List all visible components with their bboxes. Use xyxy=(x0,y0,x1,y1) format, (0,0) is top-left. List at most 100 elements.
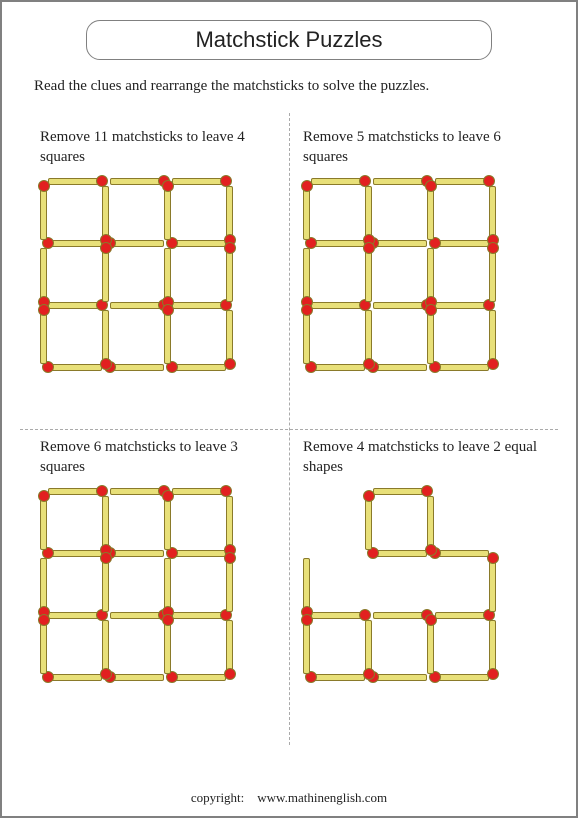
matchstick-icon xyxy=(369,610,431,621)
matchstick-icon xyxy=(106,300,168,311)
site-url: www.mathinenglish.com xyxy=(257,790,387,805)
matchstick-icon xyxy=(100,492,111,554)
puzzle-clue: Remove 6 matchsticks to leave 3 squares xyxy=(40,437,279,478)
matchstick-icon xyxy=(168,486,230,497)
worksheet-page: Matchstick Puzzles Read the clues and re… xyxy=(0,0,578,818)
matchstick-icon xyxy=(38,492,49,554)
matchstick-icon xyxy=(168,176,230,187)
matchstick-icon xyxy=(431,672,493,683)
matchstick-icon xyxy=(363,492,374,554)
matchstick-icon xyxy=(369,238,431,249)
matchstick-icon xyxy=(369,362,431,373)
matchstick-icon xyxy=(431,300,493,311)
matchstick-icon xyxy=(162,554,173,616)
matchstick-icon xyxy=(369,672,431,683)
matchstick-icon xyxy=(38,554,49,616)
matchstick-icon xyxy=(100,244,111,306)
puzzle-clue: Remove 11 matchsticks to leave 4 squares xyxy=(40,127,279,168)
matchstick-icon xyxy=(162,244,173,306)
matchstick-icon xyxy=(301,306,312,368)
matchstick-icon xyxy=(487,554,498,616)
matchstick-diagram xyxy=(303,488,513,698)
matchstick-icon xyxy=(100,306,111,368)
matchstick-icon xyxy=(431,362,493,373)
instructions-text: Read the clues and rearrange the matchst… xyxy=(34,78,552,95)
matchstick-icon xyxy=(224,182,235,244)
puzzle-cell-2: Remove 5 matchsticks to leave 6 squares xyxy=(289,119,552,429)
matchstick-icon xyxy=(168,548,230,559)
matchstick-icon xyxy=(431,548,493,559)
page-title: Matchstick Puzzles xyxy=(86,20,492,60)
matchstick-icon xyxy=(106,176,168,187)
matchstick-icon xyxy=(168,610,230,621)
matchstick-icon xyxy=(38,306,49,368)
matchstick-icon xyxy=(369,486,431,497)
matchstick-icon xyxy=(307,176,369,187)
matchstick-icon xyxy=(487,616,498,678)
matchstick-icon xyxy=(224,244,235,306)
matchstick-icon xyxy=(301,244,312,306)
matchstick-icon xyxy=(100,554,111,616)
matchstick-icon xyxy=(38,182,49,244)
matchstick-icon xyxy=(168,672,230,683)
matchstick-icon xyxy=(162,492,173,554)
matchstick-icon xyxy=(307,300,369,311)
matchstick-icon xyxy=(363,244,374,306)
matchstick-icon xyxy=(44,610,106,621)
puzzle-grid: Remove 11 matchsticks to leave 4 squares… xyxy=(26,119,552,739)
matchstick-icon xyxy=(38,244,49,306)
matchstick-icon xyxy=(106,672,168,683)
matchstick-icon xyxy=(168,238,230,249)
matchstick-icon xyxy=(487,306,498,368)
matchstick-diagram xyxy=(40,488,250,698)
matchstick-icon xyxy=(224,554,235,616)
matchstick-diagram xyxy=(40,178,250,388)
matchstick-icon xyxy=(100,616,111,678)
matchstick-icon xyxy=(162,182,173,244)
matchstick-icon xyxy=(106,486,168,497)
matchstick-icon xyxy=(224,306,235,368)
footer: copyright: www.mathinenglish.com xyxy=(2,790,576,806)
matchstick-icon xyxy=(425,306,436,368)
puzzle-clue: Remove 4 matchsticks to leave 2 equal sh… xyxy=(303,437,542,478)
puzzle-cell-3: Remove 6 matchsticks to leave 3 squares xyxy=(26,429,289,739)
matchstick-icon xyxy=(44,548,106,559)
matchstick-icon xyxy=(168,362,230,373)
matchstick-icon xyxy=(106,238,168,249)
matchstick-icon xyxy=(363,306,374,368)
matchstick-icon xyxy=(301,182,312,244)
matchstick-icon xyxy=(425,182,436,244)
matchstick-icon xyxy=(425,492,436,554)
matchstick-icon xyxy=(369,548,431,559)
matchstick-icon xyxy=(162,306,173,368)
matchstick-icon xyxy=(44,176,106,187)
matchstick-icon xyxy=(369,300,431,311)
matchstick-icon xyxy=(363,182,374,244)
matchstick-icon xyxy=(307,238,369,249)
matchstick-icon xyxy=(106,362,168,373)
matchstick-icon xyxy=(106,610,168,621)
matchstick-icon xyxy=(106,548,168,559)
matchstick-icon xyxy=(301,554,312,616)
matchstick-icon xyxy=(224,616,235,678)
matchstick-icon xyxy=(100,182,111,244)
matchstick-icon xyxy=(301,616,312,678)
matchstick-icon xyxy=(431,610,493,621)
matchstick-icon xyxy=(44,300,106,311)
matchstick-icon xyxy=(168,300,230,311)
matchstick-icon xyxy=(307,362,369,373)
matchstick-diagram xyxy=(303,178,513,388)
matchstick-icon xyxy=(307,672,369,683)
matchstick-icon xyxy=(44,362,106,373)
matchstick-icon xyxy=(44,238,106,249)
matchstick-icon xyxy=(38,616,49,678)
matchstick-icon xyxy=(425,616,436,678)
matchstick-icon xyxy=(363,616,374,678)
matchstick-icon xyxy=(162,616,173,678)
matchstick-icon xyxy=(431,238,493,249)
matchstick-icon xyxy=(307,610,369,621)
matchstick-icon xyxy=(44,486,106,497)
puzzle-cell-1: Remove 11 matchsticks to leave 4 squares xyxy=(26,119,289,429)
matchstick-icon xyxy=(224,492,235,554)
matchstick-icon xyxy=(431,176,493,187)
